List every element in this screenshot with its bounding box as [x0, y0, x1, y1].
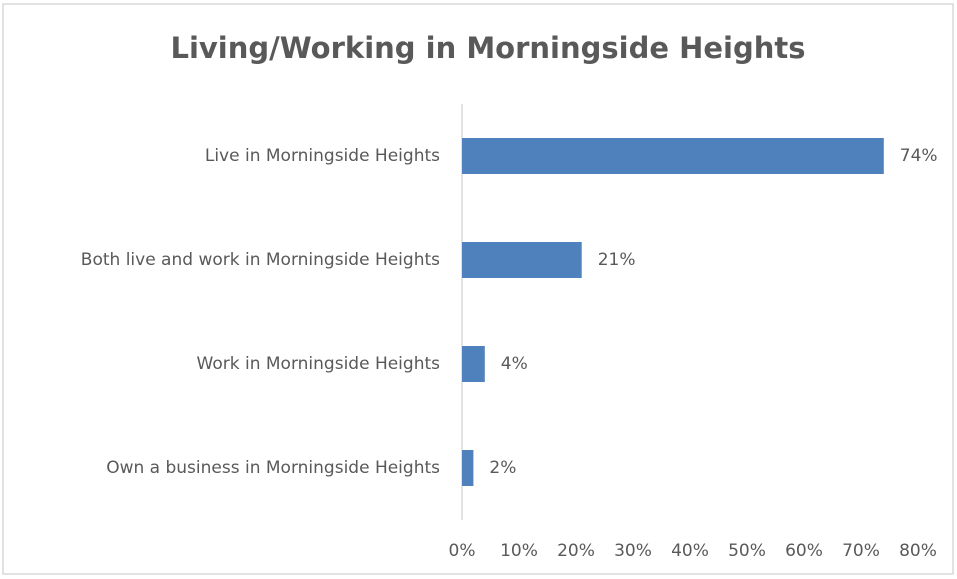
chart-title: Living/Working in Morningside Heights — [170, 31, 805, 65]
bar — [462, 450, 474, 486]
data-label: 74% — [900, 146, 938, 166]
bar — [462, 138, 884, 174]
x-tick-label: 60% — [785, 541, 823, 561]
bar — [462, 346, 485, 382]
y-tick-label: Work in Morningside Heights — [197, 354, 441, 374]
y-tick-label: Both live and work in Morningside Height… — [81, 250, 440, 270]
x-tick-label: 70% — [842, 541, 880, 561]
chart-frame — [2, 3, 954, 575]
x-tick-label: 80% — [899, 541, 937, 561]
x-tick-label: 10% — [500, 541, 538, 561]
y-tick-label: Live in Morningside Heights — [205, 146, 440, 166]
data-label: 4% — [501, 354, 528, 374]
bar — [462, 242, 582, 278]
x-tick-label: 30% — [614, 541, 652, 561]
x-tick-label: 40% — [671, 541, 709, 561]
x-tick-label: 20% — [557, 541, 595, 561]
data-label: 2% — [489, 458, 516, 478]
x-tick-label: 0% — [449, 541, 476, 561]
x-tick-label: 50% — [728, 541, 766, 561]
y-tick-label: Own a business in Morningside Heights — [106, 458, 440, 478]
data-label: 21% — [598, 250, 636, 270]
